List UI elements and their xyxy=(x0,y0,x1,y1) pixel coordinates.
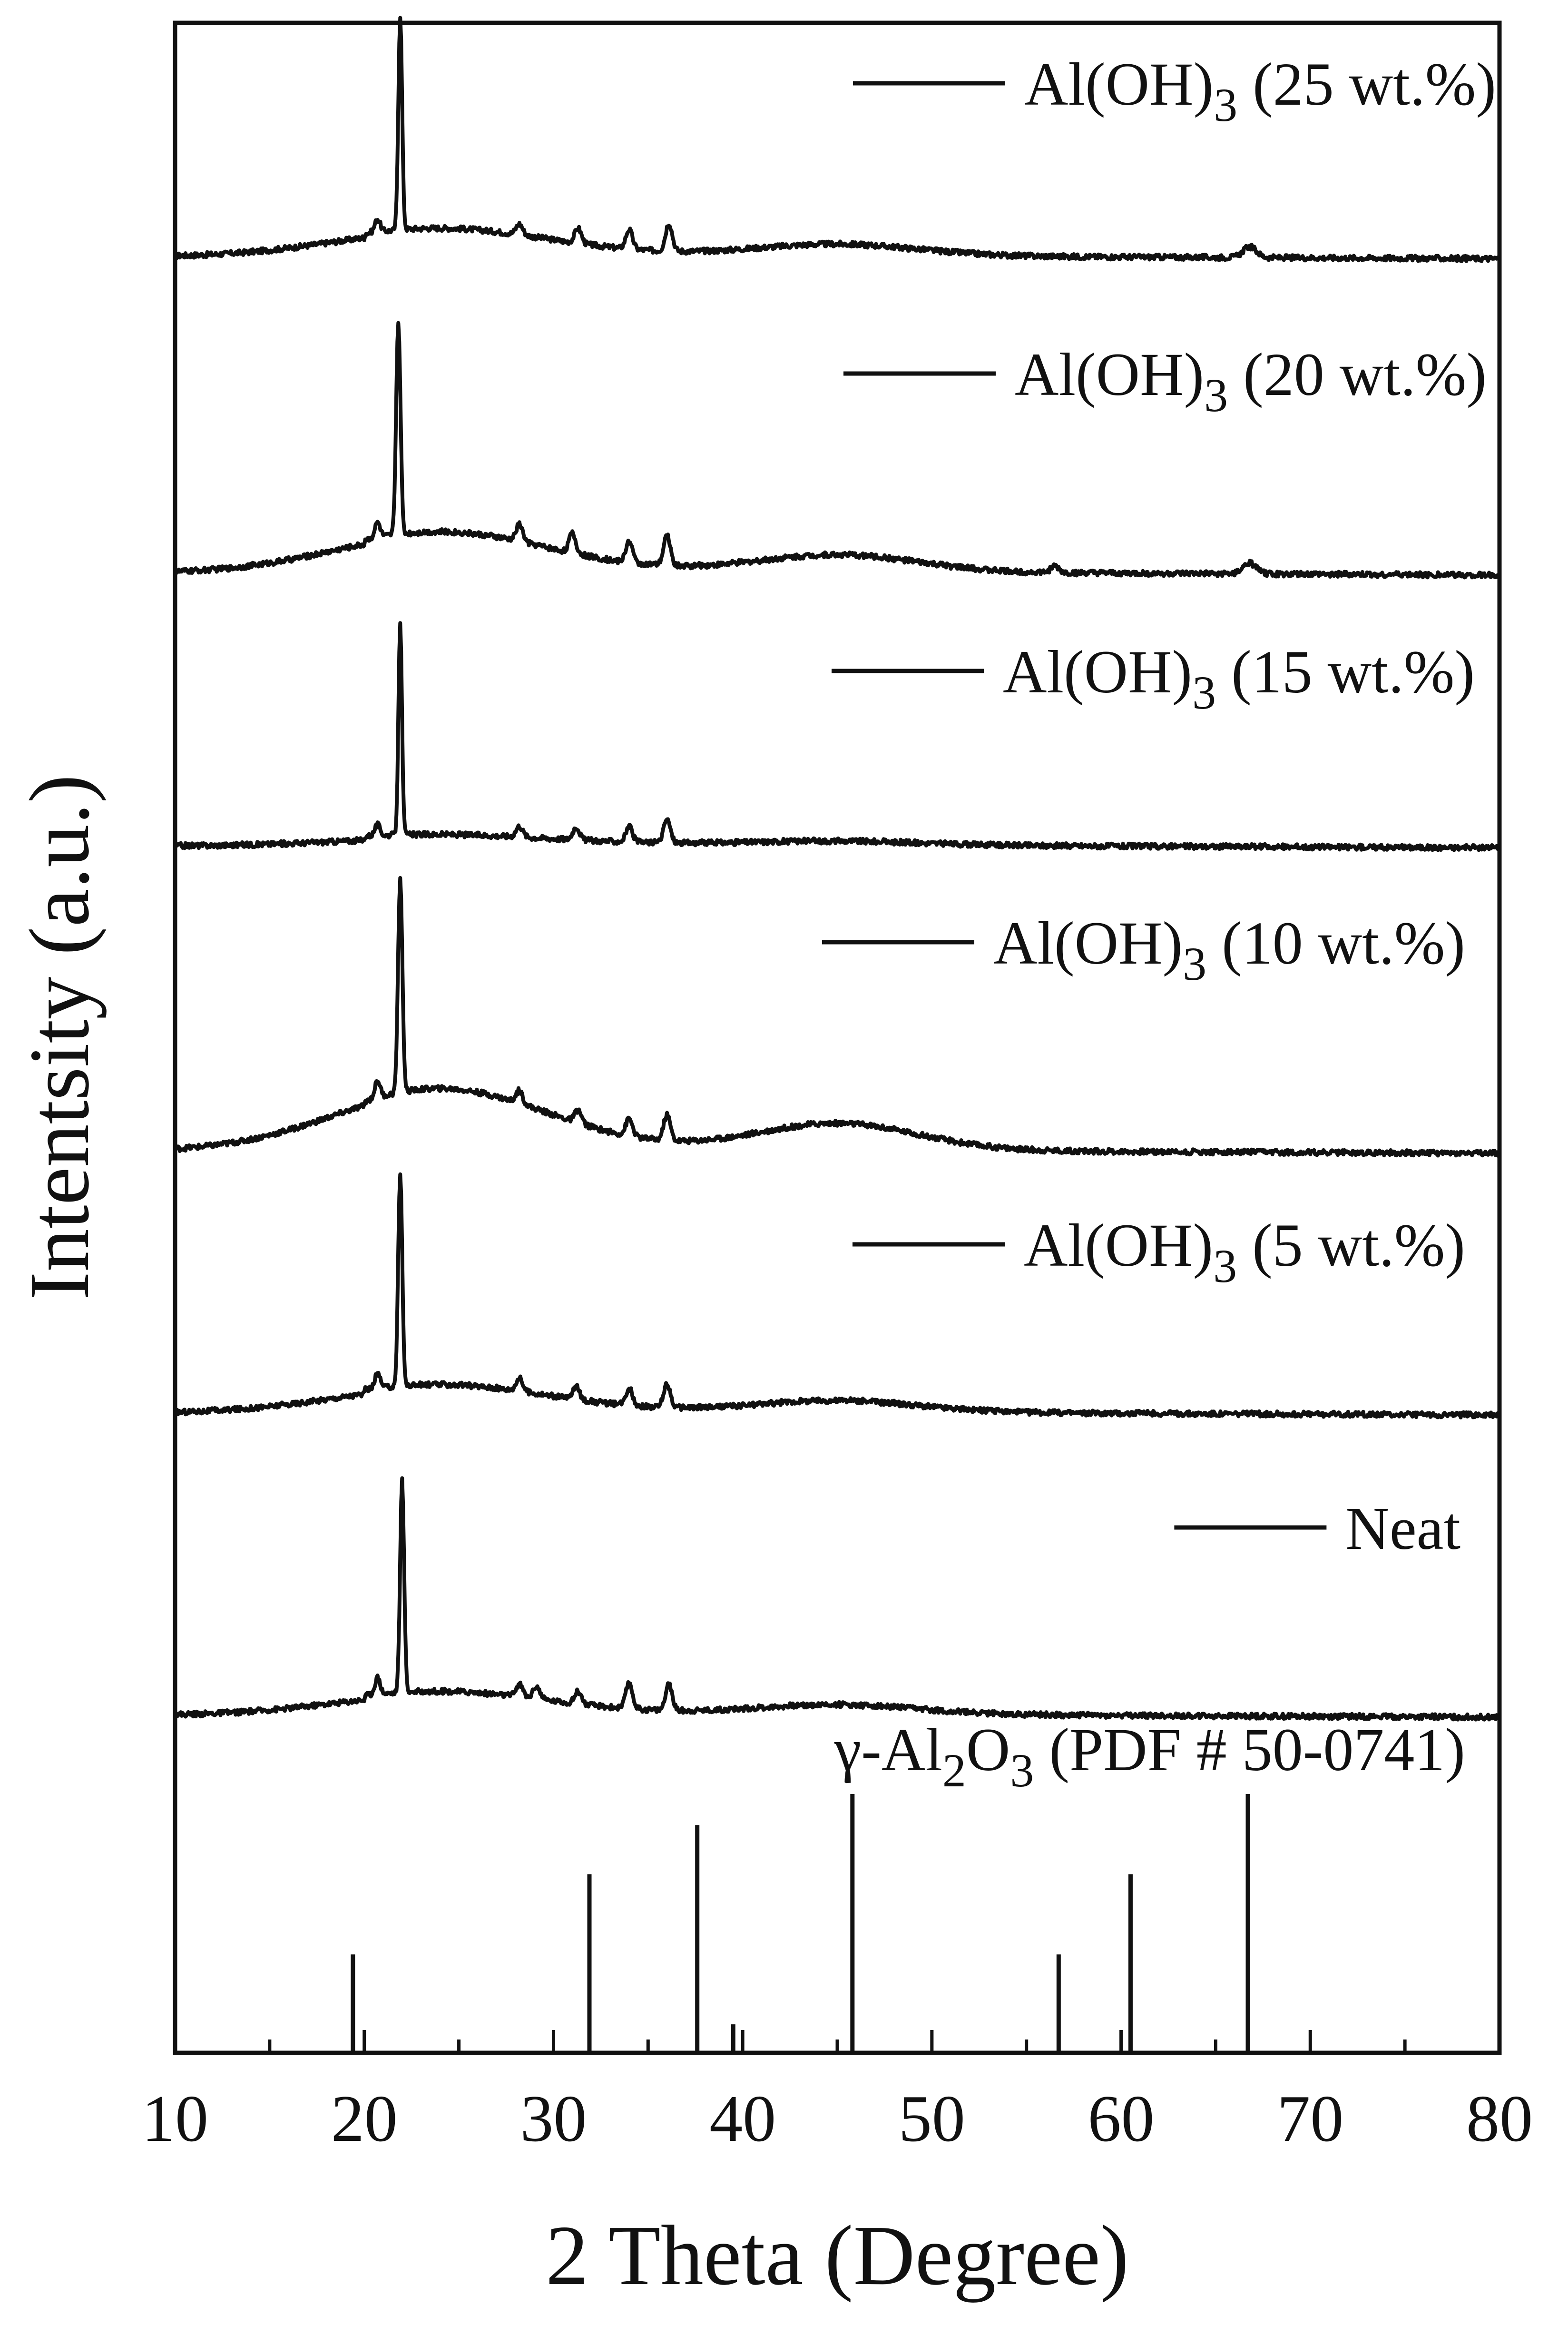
x-tick-label-80: 80 xyxy=(1466,2082,1533,2156)
legend-label-4: Al(OH)3 (10 wt.%) xyxy=(993,909,1465,990)
series-line-2 xyxy=(173,321,1501,580)
reference-label: γ-Al2O3 (PDF # 50-0741) xyxy=(834,1716,1465,1797)
legend-label-2: Al(OH)3 (20 wt.%) xyxy=(1015,341,1487,422)
legend-label-5: Al(OH)3 (5 wt.%) xyxy=(1024,1212,1465,1292)
x-axis-tick-labels: 10 20 30 40 50 60 70 80 xyxy=(142,2082,1533,2156)
curves-layer xyxy=(173,16,1501,1722)
legend-entry-3: Al(OH)3 (15 wt.%) xyxy=(832,638,1475,719)
series-line-4 xyxy=(174,876,1500,1158)
legend-label-6: Neat xyxy=(1345,1495,1460,1562)
legend-entry-2: Al(OH)3 (20 wt.%) xyxy=(843,341,1487,422)
y-axis-title: Intentsity (a.u.) xyxy=(12,775,107,1301)
x-axis-ticks xyxy=(173,2030,1501,2053)
legend-entry-5: Al(OH)3 (5 wt.%) xyxy=(853,1212,1465,1292)
legend-layer: Al(OH)3 (25 wt.%) Al(OH)3 (20 wt.%) Al(OH)… xyxy=(822,50,1496,1797)
x-tick-label-40: 40 xyxy=(709,2082,776,2156)
legend-entry-4: Al(OH)3 (10 wt.%) xyxy=(822,909,1465,990)
x-tick-label-70: 70 xyxy=(1277,2082,1343,2156)
series-line-6 xyxy=(173,1476,1501,1722)
series-line-3 xyxy=(173,621,1501,852)
legend-entry-6: Neat xyxy=(1174,1495,1460,1562)
reference-lines-layer xyxy=(351,1794,1250,2053)
x-tick-label-10: 10 xyxy=(142,2082,208,2156)
legend-label-3: Al(OH)3 (15 wt.%) xyxy=(1003,638,1475,719)
series-line-1 xyxy=(174,16,1501,263)
x-tick-label-60: 60 xyxy=(1088,2082,1155,2156)
x-axis-title: 2 Theta (Degree) xyxy=(546,2208,1129,2303)
x-tick-label-30: 30 xyxy=(520,2082,587,2156)
legend-label-1: Al(OH)3 (25 wt.%) xyxy=(1024,50,1496,131)
x-tick-label-20: 20 xyxy=(331,2082,398,2156)
legend-entry-1: Al(OH)3 (25 wt.%) xyxy=(853,50,1496,131)
series-line-5 xyxy=(174,1172,1501,1419)
x-tick-label-50: 50 xyxy=(899,2082,965,2156)
